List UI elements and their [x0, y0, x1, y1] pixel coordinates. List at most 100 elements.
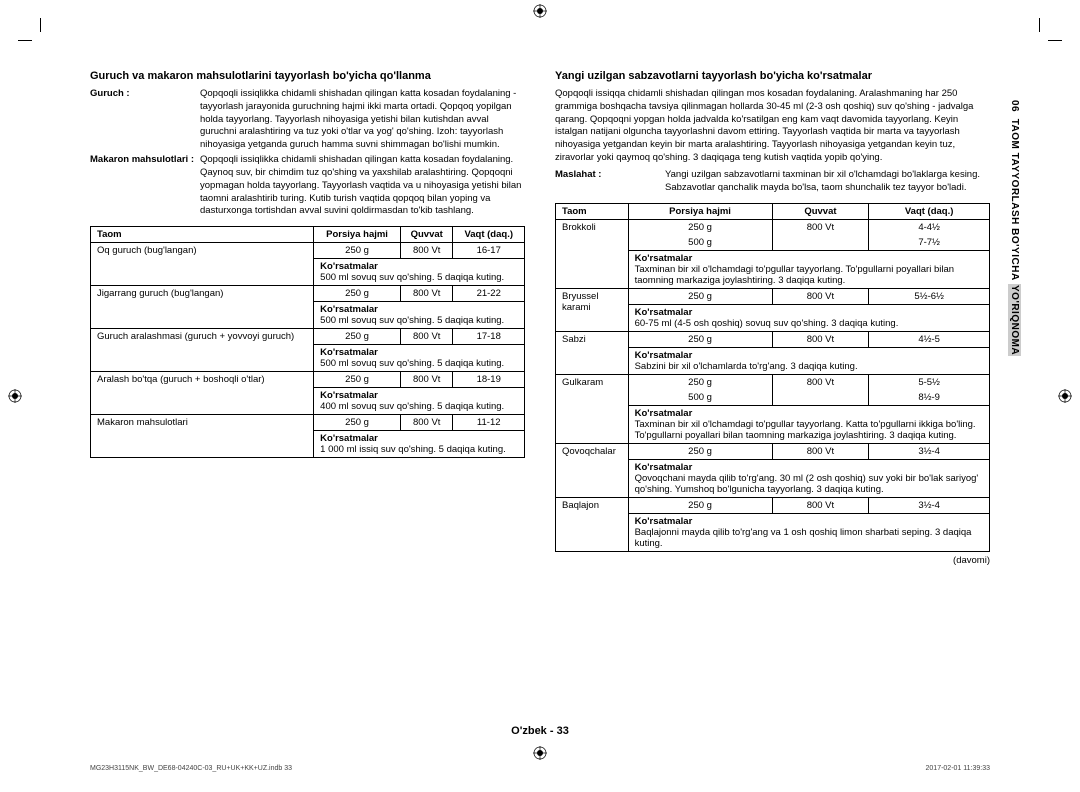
left-definitions: Guruch :Qopqoqli issiqlikka chidamli shi… [90, 88, 525, 218]
portion: 250 g [628, 219, 772, 235]
food-name: Makaron mahsulotlari [91, 415, 314, 458]
left-table: TaomPorsiya hajmiQuvvatVaqt (daq.) Oq gur… [90, 226, 525, 458]
power: 800 Vt [772, 331, 869, 347]
registration-mark-bottom [533, 746, 547, 760]
crop-tick [18, 40, 32, 41]
portion: 500 g [628, 390, 772, 406]
power: 800 Vt [772, 219, 869, 235]
time: 3½-4 [869, 497, 990, 513]
time: 11-12 [453, 415, 525, 431]
food-name: Sabzi [556, 331, 629, 374]
def-label: Guruch : [90, 88, 200, 152]
portion: 250 g [628, 331, 772, 347]
left-column: Guruch va makaron mahsulotlarini tayyorl… [90, 70, 525, 566]
right-heading: Yangi uzilgan sabzavotlarni tayyorlash b… [555, 70, 990, 82]
portion: 500 g [628, 235, 772, 251]
power: 800 Vt [772, 374, 869, 390]
col-header: Porsiya hajmi [314, 227, 401, 243]
right-intro: Qopqoqli issiqqa chidamli shishadan qili… [555, 88, 990, 165]
food-name: Baqlajon [556, 497, 629, 551]
time: 8½-9 [869, 390, 990, 406]
def-value: Qopqoqli issiqlikka chidamli shishadan q… [200, 88, 525, 152]
food-name: Guruch aralashmasi (guruch + yovvoyi gur… [91, 329, 314, 372]
food-name: Aralash bo'tqa (guruch + boshoqli o'tlar… [91, 372, 314, 415]
food-name: Brokkoli [556, 219, 629, 288]
time: 21-22 [453, 286, 525, 302]
power: 800 Vt [400, 286, 452, 302]
power: 800 Vt [772, 497, 869, 513]
crop-tick [40, 18, 41, 32]
left-heading: Guruch va makaron mahsulotlarini tayyorl… [90, 70, 525, 82]
instructions: Ko'rsatmalar1 000 ml issiq suv qo'shing.… [314, 431, 525, 458]
portion: 250 g [628, 374, 772, 390]
instructions: Ko'rsatmalar60-75 ml (4-5 osh qoshiq) so… [628, 304, 989, 331]
power [772, 235, 869, 251]
power: 800 Vt [400, 329, 452, 345]
portion: 250 g [314, 415, 401, 431]
portion: 250 g [628, 288, 772, 304]
portion: 250 g [314, 243, 401, 259]
col-header: Quvvat [400, 227, 452, 243]
crop-tick [1048, 40, 1062, 41]
instructions: Ko'rsatmalarBaqlajonni mayda qilib to'rg… [628, 513, 989, 551]
time: 4½-5 [869, 331, 990, 347]
right-table: TaomPorsiya hajmiQuvvatVaqt (daq.) Brokko… [555, 203, 990, 552]
def-value: Yangi uzilgan sabzavotlarni taxminan bir… [665, 169, 990, 195]
chapter-number: 06 [1009, 100, 1020, 112]
def-value: Qopqoqli issiqlikka chidamli shishadan q… [200, 154, 525, 218]
power: 800 Vt [400, 415, 452, 431]
food-name: Oq guruch (bug'langan) [91, 243, 314, 286]
page-footer: O'zbek - 33 [0, 725, 1080, 737]
instructions: Ko'rsatmalarTaxminan bir xil o'lchamdagi… [628, 250, 989, 288]
chapter-title-2: YO'RIQNOMA [1008, 284, 1021, 356]
time: 5½-6½ [869, 288, 990, 304]
col-header: Quvvat [772, 203, 869, 219]
crop-tick [1039, 18, 1040, 32]
food-name: Bryussel karami [556, 288, 629, 331]
def-label: Makaron mahsulotlari : [90, 154, 200, 218]
time: 16-17 [453, 243, 525, 259]
power: 800 Vt [772, 288, 869, 304]
time: 3½-4 [869, 443, 990, 459]
registration-mark-left [8, 389, 22, 403]
power: 800 Vt [772, 443, 869, 459]
continued-label: (davomi) [555, 552, 990, 566]
instructions: Ko'rsatmalarTaxminan bir xil o'lchamdagi… [628, 405, 989, 443]
print-note-right: 2017-02-01 11:39:33 [926, 765, 990, 772]
print-note-left: MG23H3115NK_BW_DE68-04240C-03_RU+UK+KK+U… [90, 765, 292, 772]
time: 17-18 [453, 329, 525, 345]
food-name: Qovoqchalar [556, 443, 629, 497]
col-header: Vaqt (daq.) [453, 227, 525, 243]
registration-mark-top [533, 4, 547, 18]
time: 5-5½ [869, 374, 990, 390]
food-name: Jigarrang guruch (bug'langan) [91, 286, 314, 329]
portion: 250 g [628, 443, 772, 459]
col-header: Vaqt (daq.) [869, 203, 990, 219]
col-header: Taom [556, 203, 629, 219]
instructions: Ko'rsatmalar500 ml sovuq suv qo'shing. 5… [314, 302, 525, 329]
instructions: Ko'rsatmalar400 ml sovuq suv qo'shing. 5… [314, 388, 525, 415]
registration-mark-right [1058, 389, 1072, 403]
time: 7-7½ [869, 235, 990, 251]
side-tab: 06 TAOM TAYYORLASH BO'YICHA YO'RIQNOMA [1009, 100, 1020, 356]
instructions: Ko'rsatmalarSabzini bir xil o'lchamlarda… [628, 347, 989, 374]
col-header: Porsiya hajmi [628, 203, 772, 219]
right-column: Yangi uzilgan sabzavotlarni tayyorlash b… [555, 70, 990, 566]
instructions: Ko'rsatmalar500 ml sovuq suv qo'shing. 5… [314, 345, 525, 372]
right-definitions: Maslahat :Yangi uzilgan sabzavotlarni ta… [555, 169, 990, 195]
power [772, 390, 869, 406]
portion: 250 g [314, 329, 401, 345]
portion: 250 g [628, 497, 772, 513]
instructions: Ko'rsatmalarQovoqchani mayda qilib to'rg… [628, 459, 989, 497]
instructions: Ko'rsatmalar500 ml sovuq suv qo'shing. 5… [314, 259, 525, 286]
food-name: Gulkaram [556, 374, 629, 443]
time: 4-4½ [869, 219, 990, 235]
portion: 250 g [314, 372, 401, 388]
power: 800 Vt [400, 372, 452, 388]
power: 800 Vt [400, 243, 452, 259]
chapter-title-1: TAOM TAYYORLASH BO'YICHA [1009, 119, 1020, 281]
col-header: Taom [91, 227, 314, 243]
def-label: Maslahat : [555, 169, 665, 195]
time: 18-19 [453, 372, 525, 388]
portion: 250 g [314, 286, 401, 302]
